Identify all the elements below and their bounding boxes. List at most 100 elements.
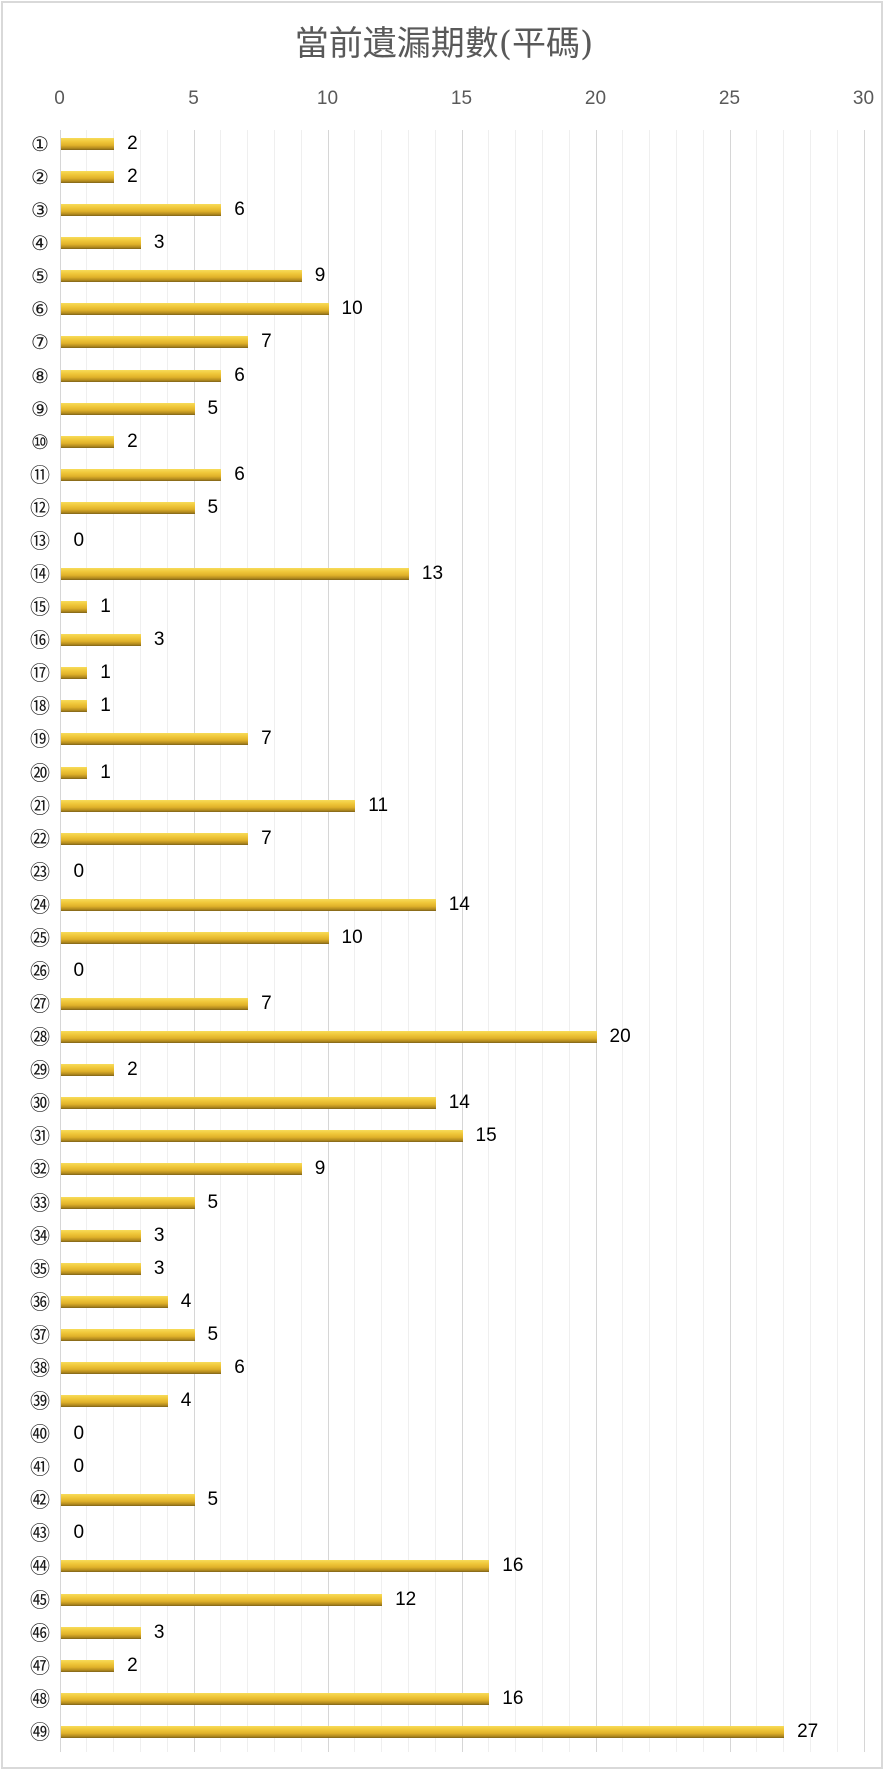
bar [60, 138, 115, 150]
data-value-label: 5 [207, 496, 219, 518]
bar [60, 832, 249, 845]
bar [60, 1725, 785, 1738]
category-label: ㊼ [30, 1653, 50, 1678]
data-value-label: 7 [261, 827, 272, 849]
bar [60, 1361, 222, 1374]
data-value-label: 5 [207, 397, 219, 419]
data-value-label: 1 [100, 662, 111, 684]
bar [60, 898, 436, 911]
bar [60, 1163, 302, 1176]
data-value-label: 20 [609, 1026, 631, 1048]
data-value-label: 9 [314, 265, 326, 287]
data-value-label: 0 [73, 960, 85, 981]
data-value-label: 11 [368, 794, 389, 816]
bar [60, 204, 222, 217]
minor-gridline [541, 130, 543, 1752]
major-gridline [595, 130, 597, 1752]
category-label: ⑥ [31, 297, 49, 322]
bar [60, 237, 141, 250]
data-value-label: 2 [127, 1654, 138, 1676]
x-axis-tick-label: 0 [54, 88, 65, 109]
category-label: ㊱ [30, 1289, 50, 1314]
category-label: ⑭ [30, 562, 50, 587]
bar [60, 336, 249, 349]
bar [60, 1295, 168, 1308]
data-value-label: 15 [475, 1125, 497, 1147]
bar [60, 998, 249, 1011]
data-value-label: 12 [395, 1588, 417, 1610]
data-value-label: 3 [153, 1257, 165, 1279]
bar [60, 435, 115, 448]
data-value-label: 1 [100, 761, 111, 783]
bar [60, 1494, 195, 1507]
bar [60, 634, 141, 647]
category-label: ㉛ [30, 1124, 50, 1149]
bar [60, 931, 329, 944]
data-value-label: 16 [502, 1687, 524, 1709]
data-value-label: 3 [153, 1224, 165, 1246]
bar [60, 1229, 141, 1242]
minor-gridline [434, 130, 436, 1752]
category-label: ㉚ [30, 1091, 50, 1116]
data-value-label: 5 [207, 1323, 219, 1345]
data-value-label: 6 [234, 1356, 245, 1378]
category-label: ㊳ [30, 1355, 50, 1380]
bar [60, 1560, 490, 1573]
bar [60, 1626, 141, 1639]
bar [60, 1262, 141, 1275]
category-label: ⑤ [31, 264, 49, 289]
data-value-label: 1 [100, 596, 111, 618]
category-label: ⑮ [30, 595, 50, 620]
bar [60, 1064, 115, 1077]
category-label: ⑱ [30, 694, 50, 719]
data-value-label: 6 [234, 199, 245, 221]
category-label: ⑰ [30, 661, 50, 686]
minor-gridline [515, 130, 517, 1752]
category-label: ④ [31, 231, 49, 256]
minor-gridline [407, 130, 409, 1752]
bar [60, 468, 222, 481]
category-label: ⑪ [30, 462, 50, 487]
minor-gridline [756, 130, 758, 1752]
category-label: ㉒ [30, 826, 50, 851]
bar [60, 1097, 436, 1110]
data-value-label: 9 [314, 1158, 326, 1180]
data-value-label: 5 [207, 1489, 219, 1511]
minor-gridline [488, 130, 490, 1752]
data-value-label: 2 [127, 166, 138, 188]
bar [60, 369, 222, 382]
x-axis-tick-label: 10 [316, 88, 339, 109]
data-value-label: 2 [127, 133, 138, 154]
category-label: ㊲ [30, 1322, 50, 1347]
bar [60, 766, 88, 779]
bar [60, 601, 88, 614]
category-label: ② [31, 165, 49, 190]
data-value-label: 16 [502, 1555, 524, 1577]
bar [60, 700, 88, 713]
category-label: ⑲ [30, 727, 50, 752]
category-label: ㊺ [30, 1587, 50, 1612]
category-label: ㊸ [30, 1521, 50, 1546]
bar [60, 1395, 168, 1408]
minor-gridline [568, 130, 570, 1752]
category-label: ㉞ [30, 1223, 50, 1248]
category-label: ㉖ [30, 959, 50, 983]
bar [60, 1196, 195, 1209]
bar [60, 1659, 115, 1672]
category-label: ③ [31, 198, 49, 223]
x-axis-tick-label: 5 [188, 88, 199, 109]
bar [60, 303, 329, 316]
data-value-label: 0 [73, 529, 85, 551]
data-value-label: 0 [73, 1423, 85, 1445]
bar [60, 501, 195, 514]
x-axis-tick-label: 25 [718, 88, 741, 109]
category-label: ⑦ [31, 330, 49, 355]
category-label: ㉝ [30, 1190, 50, 1215]
category-label: ㉔ [30, 892, 50, 917]
data-value-label: 3 [153, 232, 165, 254]
category-label: ㊹ [30, 1554, 50, 1579]
category-label: ㉕ [30, 925, 50, 950]
data-value-label: 1 [100, 695, 111, 717]
minor-gridline [809, 130, 811, 1752]
